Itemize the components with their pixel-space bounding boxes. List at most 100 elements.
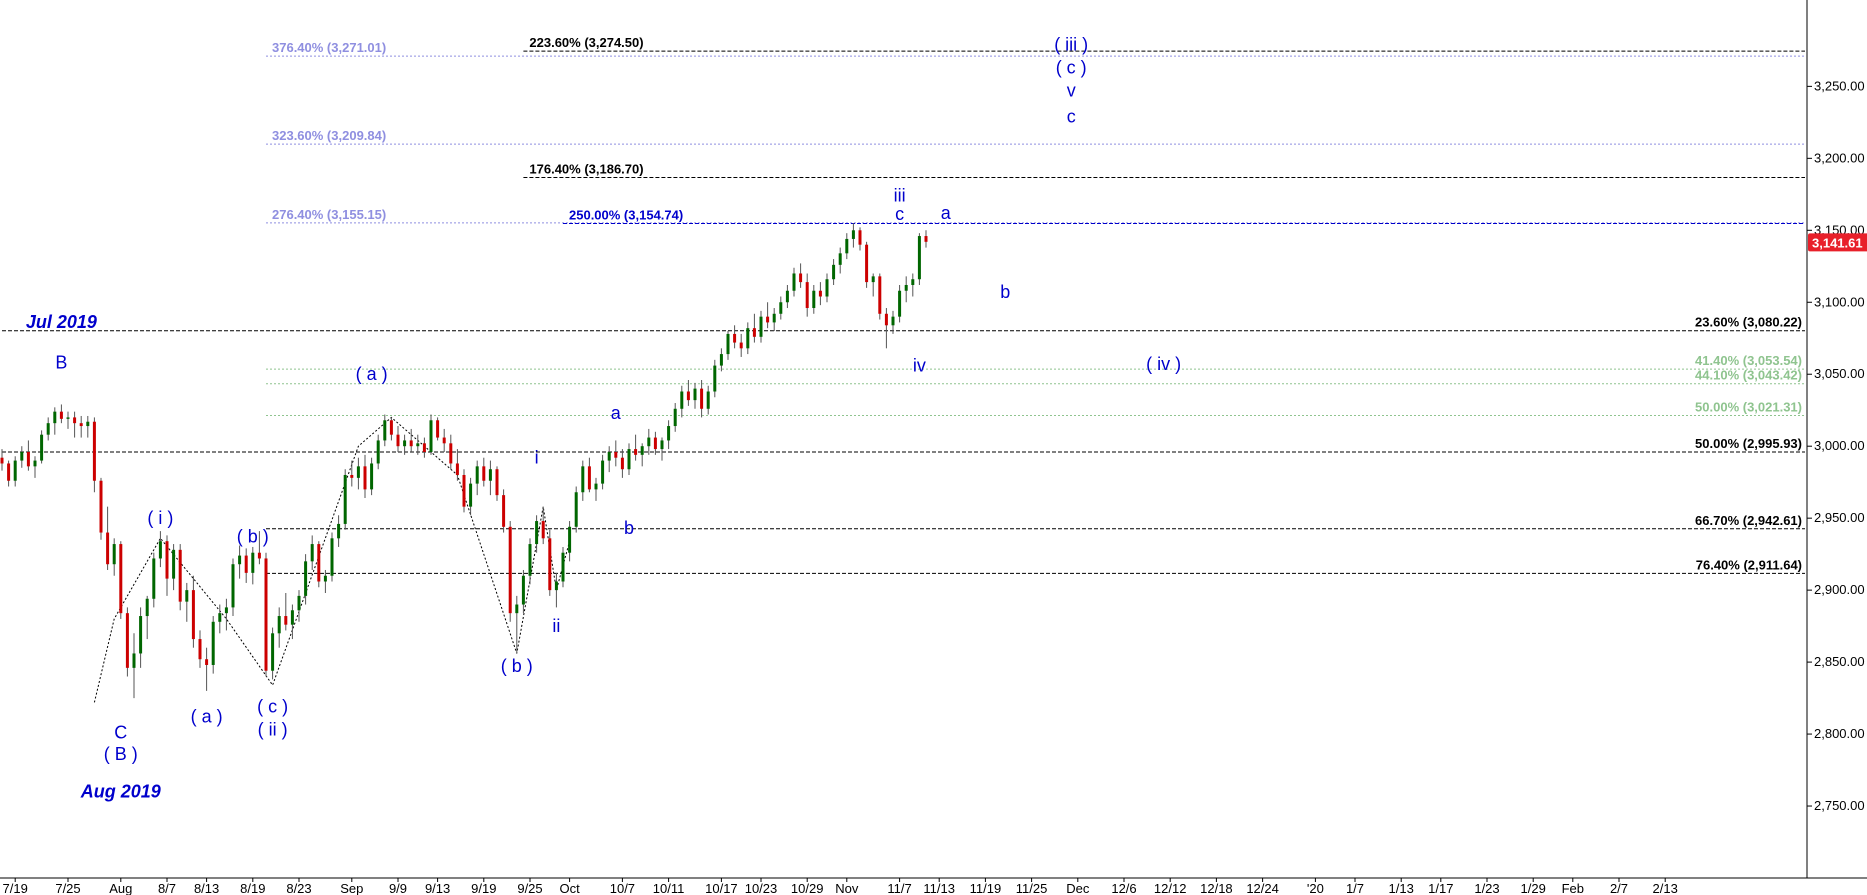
candle-body — [878, 276, 882, 314]
wave-label: ( iii ) — [1054, 34, 1088, 54]
candle-body — [290, 610, 294, 625]
candle — [482, 457, 486, 487]
candle-body — [858, 230, 862, 245]
candle-body — [20, 451, 24, 461]
candle — [7, 460, 11, 487]
candle — [119, 541, 123, 619]
wave-label: a — [941, 203, 952, 223]
wave-label: ( c ) — [1056, 57, 1087, 77]
date-tick-label: 8/23 — [286, 881, 311, 895]
candle — [838, 247, 842, 274]
candle — [343, 469, 347, 530]
candle-body — [73, 417, 77, 424]
candle-body — [112, 544, 116, 565]
date-tick-label: 10/7 — [610, 881, 635, 895]
candle-body — [475, 466, 479, 484]
date-axis[interactable]: 7/19 7/25 Aug 8/7 8/13 8/19 8/23 Sep 9/9 9/13 9/19… — [0, 877, 1867, 895]
candle-body — [304, 561, 308, 596]
candle-body — [343, 474, 347, 524]
price-tick-label: 2,850.00 — [1814, 654, 1865, 669]
candle — [640, 443, 644, 467]
candle — [310, 535, 314, 570]
candlestick-series — [0, 223, 928, 699]
date-tick-label: 12/12 — [1154, 881, 1187, 895]
candle — [79, 415, 83, 438]
candle — [561, 546, 565, 588]
candle — [99, 477, 103, 540]
price-tick-label: 3,050.00 — [1814, 366, 1865, 381]
candle — [26, 440, 30, 471]
period-note: Jul 2019 — [26, 312, 97, 332]
date-tick-label: 7/25 — [55, 881, 80, 895]
candle — [185, 582, 189, 622]
candle — [139, 607, 143, 668]
candle — [436, 417, 440, 441]
candle — [818, 282, 822, 306]
candle-body — [383, 420, 387, 441]
candle-body — [205, 659, 209, 665]
wave-label: B — [55, 352, 67, 372]
candle — [66, 411, 70, 429]
date-tick-label: 1/23 — [1474, 881, 1499, 895]
candle-body — [686, 391, 690, 401]
candle — [20, 446, 24, 468]
candle — [739, 333, 743, 357]
candle — [904, 276, 908, 303]
candle — [673, 403, 677, 432]
candle-body — [911, 279, 915, 285]
candle-body — [370, 463, 374, 490]
candle-body — [541, 521, 545, 539]
candle — [647, 428, 651, 455]
date-tick-label: 11/7 — [887, 881, 911, 895]
candle — [59, 404, 63, 424]
candle — [218, 604, 222, 634]
candle — [13, 456, 17, 487]
fib-level-label: 66.70% (2,942.61) — [1695, 513, 1802, 528]
candle-body — [132, 653, 136, 668]
candle-body — [601, 460, 605, 484]
candle — [264, 552, 268, 677]
candle-body — [845, 238, 849, 254]
candle — [238, 545, 242, 579]
candle-body — [832, 264, 836, 280]
candle — [165, 535, 169, 596]
candle-body — [389, 420, 393, 435]
candle — [680, 385, 684, 418]
candle-body — [746, 328, 750, 349]
date-tick-label: 2/13 — [1653, 881, 1678, 895]
candle — [713, 359, 717, 398]
candle — [686, 379, 690, 406]
candle-body — [277, 616, 281, 634]
candle-body — [752, 328, 756, 337]
candle — [350, 460, 354, 487]
candle-body — [614, 451, 618, 458]
candle-body — [647, 437, 651, 447]
candle — [574, 486, 578, 533]
wave-labels: B ( i ) ( b ) ( a ) i a b ii ( b ) ( a ) ( c ) ( ii… — [26, 34, 1181, 801]
candle-body — [587, 466, 591, 490]
candle-body — [224, 607, 228, 614]
candle — [429, 414, 433, 455]
candle — [495, 466, 499, 501]
wave-label: ( a ) — [356, 364, 388, 384]
date-tick-label: 10/11 — [653, 881, 685, 895]
candle — [502, 489, 506, 533]
candle-body — [528, 544, 532, 576]
price-axis[interactable]: 2,750.00 2,800.00 2,850.00 2,900.00 2,950.00… — [1806, 0, 1865, 878]
candle — [805, 273, 809, 317]
candle — [211, 616, 215, 674]
candle-body — [739, 342, 743, 349]
candle-body — [825, 279, 829, 297]
date-tick-label: Dec — [1066, 881, 1090, 895]
price-tick-label: 2,900.00 — [1814, 582, 1865, 597]
candle-body — [772, 313, 776, 323]
candle-body — [667, 426, 671, 441]
candle-body — [251, 552, 255, 573]
candle — [455, 449, 459, 481]
candle — [178, 544, 182, 611]
candle — [330, 532, 334, 582]
candle-body — [759, 316, 763, 337]
candle — [469, 477, 473, 516]
candle-body — [92, 421, 96, 481]
candle-body — [231, 564, 235, 608]
